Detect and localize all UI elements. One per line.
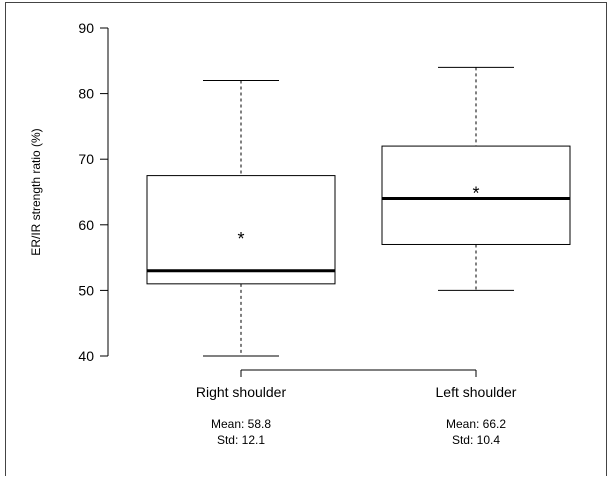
y-ticks: 40 50 60 70 80 90	[78, 20, 108, 364]
y-tick-label: 70	[78, 151, 94, 167]
y-tick-label: 60	[78, 217, 94, 233]
box-1: *	[381, 66, 571, 291]
y-tick-label: 80	[78, 86, 94, 102]
y-tick-label: 40	[78, 348, 94, 364]
mean-label: Mean: 66.2	[446, 417, 506, 431]
mean-marker: *	[472, 184, 479, 204]
y-tick-label: 90	[78, 20, 94, 36]
x-labels: Right shoulder Mean: 58.8 Std: 12.1 Left sh…	[196, 370, 517, 447]
mean-marker: *	[237, 229, 244, 249]
mean-label: Mean: 58.8	[211, 417, 271, 431]
std-label: Std: 12.1	[217, 433, 265, 447]
box-0: *	[146, 79, 336, 357]
iqr-box	[146, 175, 336, 285]
std-label: Std: 10.4	[452, 433, 500, 447]
y-axis-label: ER/IR strength ratio (%)	[29, 128, 43, 255]
plot-frame	[5, 2, 607, 476]
x-category-label: Right shoulder	[196, 384, 287, 400]
x-category-label: Left shoulder	[436, 384, 517, 400]
boxes: **	[146, 66, 571, 357]
iqr-box	[381, 145, 571, 245]
y-tick-label: 50	[78, 282, 94, 298]
